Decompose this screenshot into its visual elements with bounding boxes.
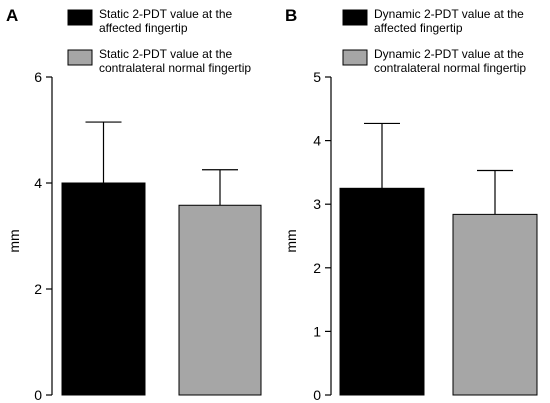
y-tick-label: 1	[313, 323, 321, 339]
bar	[339, 187, 425, 396]
legend-swatch	[67, 49, 93, 66]
legend-label: Dynamic 2-PDT value at the	[374, 7, 524, 21]
y-tick-label: 4	[34, 175, 42, 191]
y-tick-label: 0	[313, 387, 321, 403]
y-axis-label: mm	[6, 229, 22, 252]
y-tick-label: 4	[313, 133, 321, 149]
legend-swatch	[342, 49, 368, 66]
y-tick-label: 3	[313, 196, 321, 212]
bar	[61, 182, 146, 396]
legend-label: contralateral normal fingertip	[374, 61, 526, 75]
y-tick-label: 2	[313, 260, 321, 276]
y-tick-label: 6	[34, 69, 42, 85]
legend-label: Static 2-PDT value at the	[99, 47, 233, 61]
legend-swatch	[67, 9, 93, 26]
legend-label: affected fingertip	[99, 21, 188, 35]
y-tick-label: 5	[313, 69, 321, 85]
legend-label: affected fingertip	[374, 21, 463, 35]
y-axis-label: mm	[283, 229, 299, 252]
bar	[452, 213, 538, 396]
bar	[178, 204, 262, 396]
legend-swatch	[342, 9, 368, 26]
legend-label: contralateral normal fingertip	[99, 61, 251, 75]
legend-label: Static 2-PDT value at the	[99, 7, 233, 21]
y-tick-label: 2	[34, 281, 42, 297]
panel-label: A	[6, 6, 18, 25]
legend-label: Dynamic 2-PDT value at the	[374, 47, 524, 61]
y-tick-label: 0	[34, 387, 42, 403]
panel-label: B	[285, 6, 297, 25]
